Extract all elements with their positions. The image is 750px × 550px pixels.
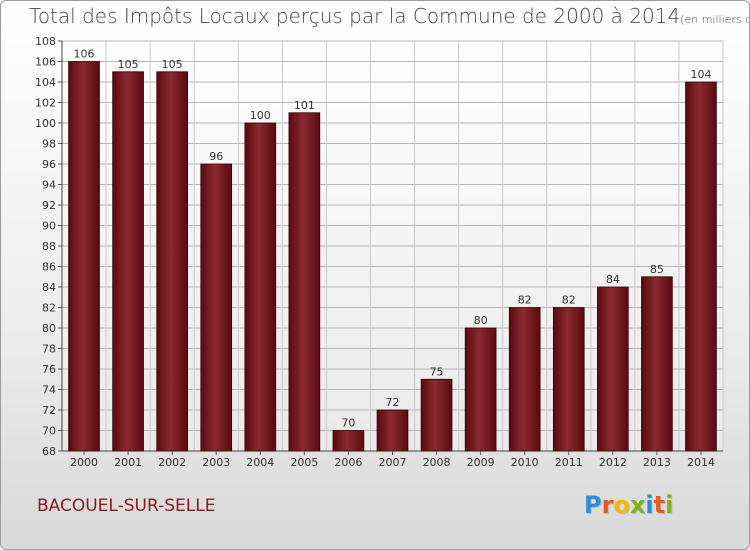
bar bbox=[464, 327, 497, 452]
data-label: 70 bbox=[341, 417, 355, 430]
x-tick-label: 2002 bbox=[158, 456, 186, 469]
data-label: 105 bbox=[162, 58, 183, 71]
y-tick-label: 74 bbox=[42, 384, 56, 397]
y-tick-label: 68 bbox=[42, 445, 56, 458]
y-tick-label: 106 bbox=[35, 56, 56, 69]
bar bbox=[376, 409, 409, 452]
data-label: 104 bbox=[690, 68, 711, 81]
x-tick-label: 2014 bbox=[687, 456, 715, 469]
bar bbox=[244, 122, 277, 452]
x-tick-label: 2001 bbox=[114, 456, 142, 469]
logo-letter: i bbox=[665, 491, 674, 519]
data-label: 101 bbox=[294, 99, 315, 112]
y-tick-label: 100 bbox=[35, 117, 56, 130]
x-tick-label: 2012 bbox=[599, 456, 627, 469]
logo-letter: r bbox=[601, 491, 614, 519]
data-label: 96 bbox=[209, 150, 223, 163]
data-label: 75 bbox=[430, 365, 444, 378]
y-tick-label: 82 bbox=[42, 302, 56, 315]
bar bbox=[332, 430, 365, 452]
y-tick-label: 80 bbox=[42, 322, 56, 335]
x-tick-label: 2006 bbox=[334, 456, 362, 469]
bar bbox=[288, 112, 321, 452]
y-tick-label: 88 bbox=[42, 240, 56, 253]
bar bbox=[420, 378, 453, 452]
x-tick-label: 2005 bbox=[290, 456, 318, 469]
x-tick-label: 2003 bbox=[202, 456, 230, 469]
chart-title: Total des Impôts Locaux perçus par la Co… bbox=[29, 4, 749, 28]
data-label: 106 bbox=[74, 48, 95, 61]
y-tick-label: 92 bbox=[42, 199, 56, 212]
logo-letter: P bbox=[584, 491, 602, 519]
logo-letter: o bbox=[613, 491, 630, 519]
y-tick-label: 84 bbox=[42, 281, 56, 294]
data-label: 105 bbox=[118, 58, 139, 71]
x-tick-label: 2007 bbox=[379, 456, 407, 469]
y-tick-label: 90 bbox=[42, 220, 56, 233]
x-tick-label: 2013 bbox=[643, 456, 671, 469]
y-tick-label: 108 bbox=[35, 35, 56, 48]
x-tick-label: 2011 bbox=[555, 456, 583, 469]
bar bbox=[156, 71, 188, 452]
y-tick-label: 76 bbox=[42, 363, 56, 376]
plot-area: 68 70 72 74 76 78 80 82 84 86 88 90 92 94 96 98 100 102 10… bbox=[35, 35, 724, 469]
data-label: 85 bbox=[650, 263, 664, 276]
y-tick-label: 72 bbox=[42, 404, 56, 417]
bar bbox=[112, 71, 144, 452]
y-tick-label: 96 bbox=[42, 158, 56, 171]
y-tick-label: 70 bbox=[42, 425, 56, 438]
bar bbox=[68, 61, 100, 452]
logo-letter: t bbox=[653, 491, 666, 519]
x-tick-label: 2004 bbox=[246, 456, 274, 469]
data-label: 80 bbox=[474, 314, 488, 327]
proxiti-logo: Proxiti bbox=[584, 491, 673, 519]
logo-letter: x bbox=[629, 491, 646, 519]
x-tick-label: 2010 bbox=[511, 456, 539, 469]
logo-letter: i bbox=[645, 491, 654, 519]
chart-unit: (en milliers d'€) bbox=[680, 13, 749, 26]
y-tick-label: 102 bbox=[35, 97, 56, 110]
chart-title-text: Total des Impôts Locaux perçus par la Co… bbox=[29, 4, 681, 28]
commune-name: BACOUEL-SUR-SELLE bbox=[37, 496, 216, 516]
bar bbox=[552, 307, 585, 452]
x-tick-label: 2000 bbox=[70, 456, 98, 469]
data-label: 84 bbox=[606, 273, 620, 286]
y-tick-label: 86 bbox=[42, 261, 56, 274]
bar bbox=[508, 307, 541, 452]
y-tick-label: 94 bbox=[42, 179, 56, 192]
y-tick-label: 104 bbox=[35, 76, 56, 89]
bar bbox=[685, 81, 717, 452]
y-tick-label: 98 bbox=[42, 138, 56, 151]
y-tick-label: 78 bbox=[42, 343, 56, 356]
bar bbox=[200, 163, 233, 452]
data-label: 82 bbox=[562, 294, 576, 307]
bar bbox=[641, 276, 673, 452]
x-tick-label: 2008 bbox=[423, 456, 451, 469]
data-label: 72 bbox=[386, 396, 400, 409]
bar bbox=[597, 286, 629, 452]
data-label: 82 bbox=[518, 294, 532, 307]
data-label: 100 bbox=[250, 109, 271, 122]
x-tick-label: 2009 bbox=[467, 456, 495, 469]
